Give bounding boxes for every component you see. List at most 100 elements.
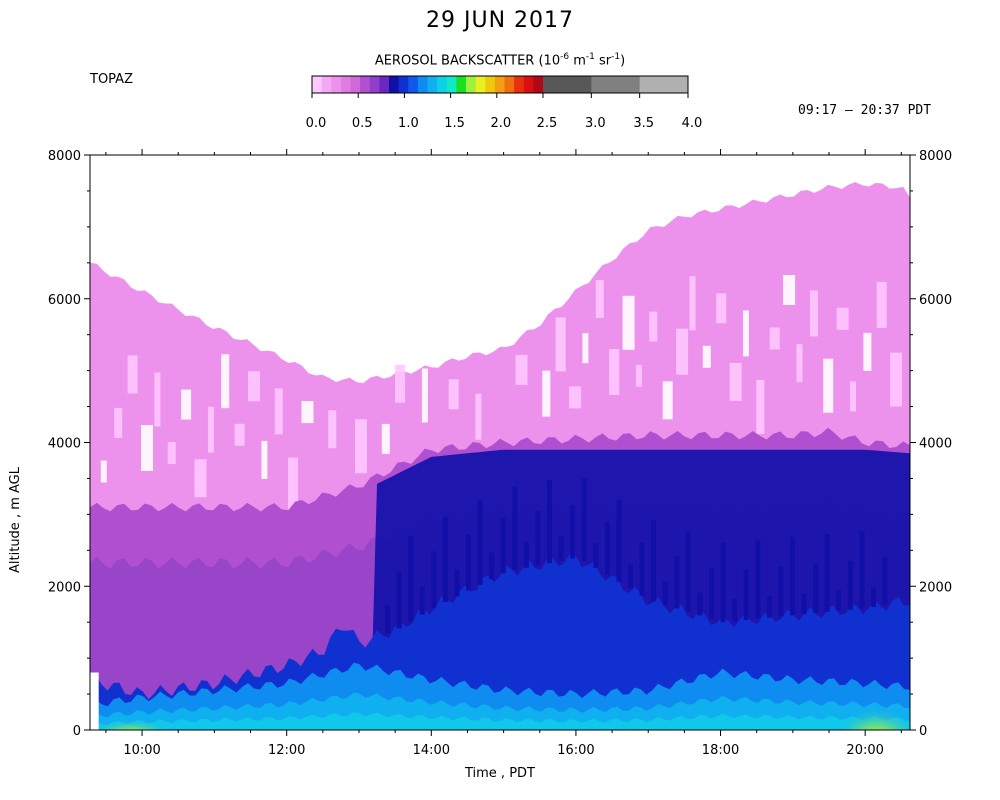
mixed-streak (685, 531, 691, 612)
upper-patch (515, 354, 528, 385)
upper-patch (421, 368, 428, 423)
colorbar-swatch (379, 76, 390, 93)
upper-patch (234, 423, 245, 446)
upper-patch (381, 423, 390, 454)
colorbar-swatch (340, 76, 351, 93)
colorbar-swatch (466, 76, 477, 93)
mixed-streak (500, 518, 506, 574)
mixed-streak (558, 535, 564, 561)
heatmap-area (90, 182, 910, 730)
mixed-streak (408, 536, 414, 622)
colorbar-tick-label: 1.0 (398, 116, 419, 131)
upper-patch (100, 460, 107, 483)
upper-patch (542, 370, 551, 417)
y-tick-label-left: 8000 (48, 149, 81, 164)
x-tick-label: 16:00 (557, 743, 594, 758)
upper-patch (181, 389, 192, 420)
colorbar-swatch (533, 76, 544, 93)
mixed-streak (628, 564, 633, 589)
colorbar-swatch (591, 76, 641, 93)
upper-patch (609, 349, 620, 395)
colorbar-swatch (312, 76, 323, 93)
mixed-streak (547, 480, 552, 564)
mixed-streak (385, 604, 390, 634)
colorbar-title-exp1: -6 (560, 52, 570, 62)
surface-hotspot (98, 712, 164, 730)
mixed-streak (662, 581, 668, 605)
x-tick-label: 14:00 (413, 743, 450, 758)
no-data-strip (90, 672, 99, 730)
mixed-streak (639, 542, 645, 596)
upper-patch (702, 345, 711, 368)
colorbar-swatch (485, 76, 496, 93)
colorbar-title-mid: m (569, 53, 586, 69)
colorbar-swatch (427, 76, 438, 93)
colorbar-tick-label: 2.5 (537, 116, 558, 131)
mixed-streak (512, 486, 518, 571)
upper-patch (569, 386, 582, 409)
colorbar-swatch (369, 76, 380, 93)
colorbar-tick-label: 0.5 (352, 116, 373, 131)
upper-patch (448, 379, 459, 410)
colorbar-swatch (360, 76, 371, 93)
y-tick-label-right: 6000 (919, 293, 952, 308)
colorbar-tick-label: 3.0 (585, 116, 606, 131)
colorbar-tick-label: 4.0 (682, 116, 703, 131)
upper-patch (716, 293, 727, 324)
colorbar-swatch (350, 76, 361, 93)
colorbar-title: AEROSOL BACKSCATTER (10-6 m-1 sr-1) (310, 52, 690, 68)
upper-patch (635, 364, 642, 387)
colorbar-swatch (446, 76, 457, 93)
mixed-streak (801, 593, 807, 615)
mixed-streak (709, 567, 714, 619)
mixed-streak (442, 517, 448, 603)
upper-patch (756, 380, 765, 434)
upper-patch (127, 355, 138, 394)
upper-patch (141, 425, 153, 471)
upper-patch (850, 381, 856, 412)
mixed-streak (790, 536, 795, 616)
mixed-streak (431, 551, 437, 608)
instrument-label: TOPAZ (90, 72, 133, 87)
y-tick-label-right: 8000 (919, 149, 952, 164)
colorbar-swatch (475, 76, 486, 93)
upper-patch (796, 344, 803, 383)
x-tick-label: 12:00 (268, 743, 305, 758)
upper-patch (649, 311, 658, 342)
layer-surface-low (90, 712, 910, 730)
upper-patch (743, 310, 749, 357)
mixed-streak (604, 521, 610, 575)
colorbar-title-exp2: -1 (585, 52, 595, 62)
upper-patch (783, 275, 796, 305)
plot-axes: 0 0 2000 2000 4000 4000 6000 6000 8000 8000 10:00 1… (48, 149, 952, 758)
y-tick-label-right: 2000 (919, 580, 952, 595)
colorbar-tick-label: 2.0 (490, 116, 511, 131)
upper-patch (301, 401, 314, 424)
mixed-streak (616, 499, 622, 582)
mixed-streak (743, 569, 749, 620)
mixed-streak (859, 531, 865, 609)
x-tick-label: 10:00 (123, 743, 160, 758)
upper-patch (154, 372, 161, 427)
upper-patch (261, 440, 268, 479)
colorbar-swatch (408, 76, 419, 93)
colorbar-swatch (639, 76, 689, 93)
mixed-streak (847, 560, 853, 610)
colorbar-swatch (417, 76, 428, 93)
mixed-streak (466, 534, 471, 591)
colorbar-swatch (523, 76, 534, 93)
colorbar-swatch (437, 76, 448, 93)
y-tick-label-right: 4000 (919, 437, 952, 452)
y-tick-label-left: 0 (73, 724, 81, 739)
upper-patch (595, 280, 604, 318)
x-tick-label: 18:00 (702, 743, 739, 758)
mixed-streak (732, 599, 738, 622)
colorbar-title-main: AEROSOL BACKSCATTER (10 (374, 53, 561, 69)
upper-patch (288, 457, 299, 512)
mixed-streak (396, 571, 402, 629)
colorbar-swatch (398, 76, 409, 93)
upper-patch (355, 419, 367, 474)
y-tick-label-left: 6000 (48, 293, 81, 308)
mixed-streak (755, 539, 761, 619)
